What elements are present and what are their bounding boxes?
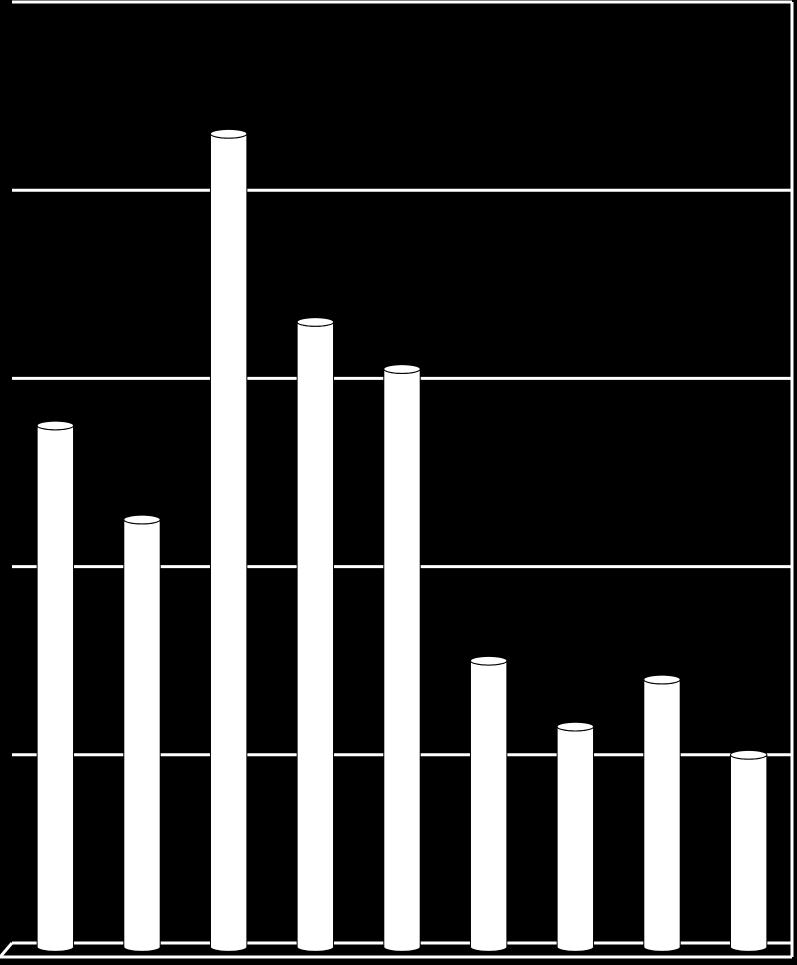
bar-top-cap	[730, 750, 766, 759]
bar-body	[644, 680, 680, 952]
bar	[297, 318, 333, 952]
bar	[384, 365, 420, 952]
bar-top-cap	[644, 675, 680, 684]
bar	[557, 722, 593, 951]
bar-top-cap	[37, 421, 73, 430]
bar-body	[470, 661, 506, 952]
bar	[37, 421, 73, 951]
bar-chart	[0, 0, 797, 965]
bar-body	[37, 425, 73, 951]
bar-body	[210, 134, 246, 952]
bar-top-cap	[470, 656, 506, 665]
bar-top-cap	[557, 722, 593, 731]
bar-top-cap	[124, 515, 160, 524]
bar	[730, 750, 766, 951]
bar-body	[124, 520, 160, 952]
bar-body	[557, 727, 593, 952]
bar-body	[730, 755, 766, 952]
bar-top-cap	[297, 318, 333, 327]
bar	[124, 515, 160, 951]
bar	[470, 656, 506, 951]
bar-top-cap	[210, 129, 246, 138]
bar	[210, 129, 246, 951]
bar-top-cap	[384, 365, 420, 374]
bar	[644, 675, 680, 951]
bar-body	[384, 369, 420, 951]
bar-body	[297, 322, 333, 951]
